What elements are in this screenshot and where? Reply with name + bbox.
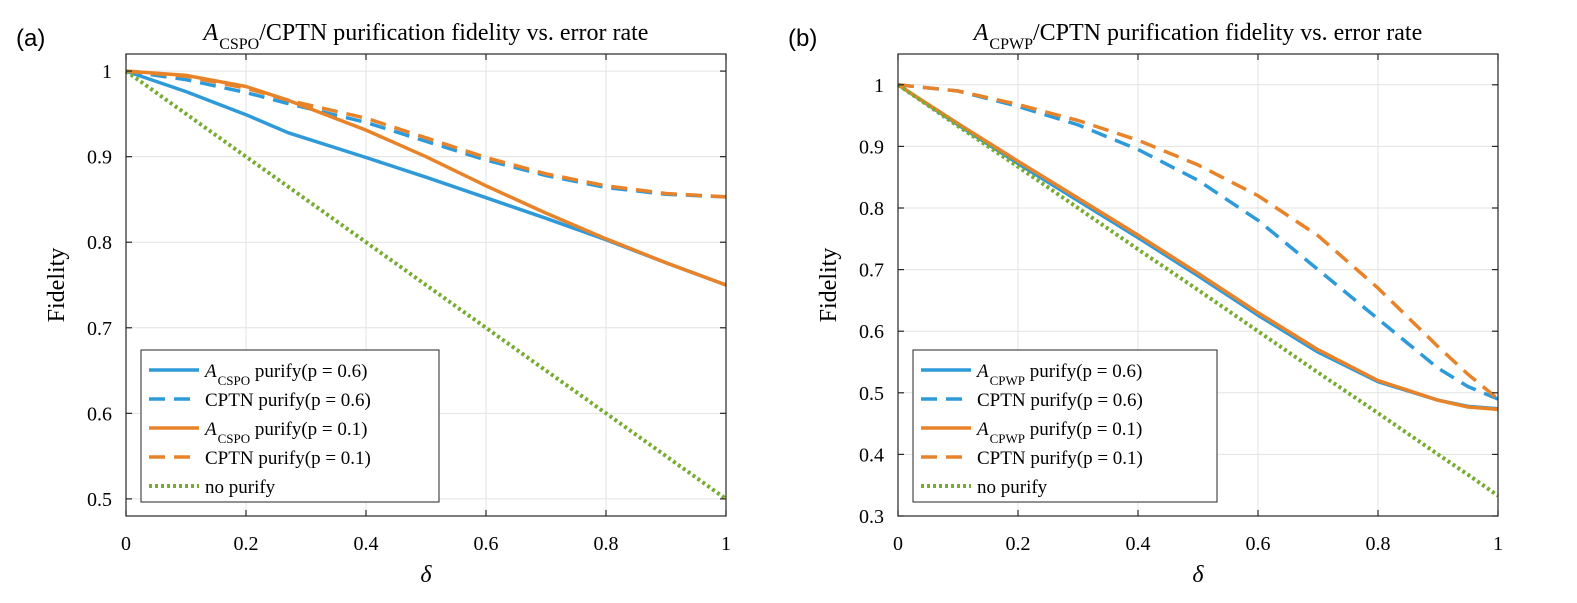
x-tick-label: 0.2 [1006, 533, 1031, 555]
y-tick-label: 0.5 [859, 383, 884, 405]
series-line-4 [125, 69, 727, 199]
legend-label-3: ACSPO purify(p = 0.1) [203, 419, 367, 446]
y-axis-label: Fidelity [44, 248, 70, 323]
legend-label-4: CPTN purify(p = 0.1) [205, 448, 371, 469]
series-line-4 [897, 83, 1500, 401]
y-tick-label: 1 [102, 61, 112, 83]
y-tick-label: 0.7 [859, 260, 884, 282]
text-span: /CPTN purification fidelity vs. error ra… [1033, 20, 1422, 46]
text-span: CPWP [990, 431, 1025, 446]
text-span: A [203, 361, 217, 382]
x-tick-label: 0.6 [474, 533, 499, 555]
legend: ACPWP purify(p = 0.6)CPTN purify(p = 0.6… [912, 349, 1218, 503]
x-tick-label: 0 [121, 533, 131, 555]
text-span: purify(p = 0.1) [250, 419, 367, 440]
y-tick-label: 0.9 [859, 136, 884, 158]
series-line-5 [896, 83, 1500, 498]
x-tick-label: 0.4 [1126, 533, 1151, 555]
chart-panel-b: (b) ACPWP/CPTN purification fidelity vs. … [788, 20, 1503, 588]
text-span: purify(p = 0.6) [1025, 361, 1142, 382]
text-span: A [975, 361, 989, 382]
x-tick-label: 0 [893, 533, 903, 555]
text-span: CPTN purify(p = 0.6) [205, 390, 371, 411]
axes-frame [125, 53, 727, 517]
y-tick-label: 0.6 [859, 321, 884, 343]
text-span: CPTN purify(p = 0.1) [205, 448, 371, 469]
text-span: no purify [205, 477, 276, 498]
chart-title: ACPWP/CPTN purification fidelity vs. err… [972, 20, 1422, 53]
y-tick-label: 0.5 [87, 489, 112, 511]
legend-label-3: ACPWP purify(p = 0.1) [975, 419, 1142, 446]
legend-label-1: ACPWP purify(p = 0.6) [975, 361, 1142, 388]
y-tick-label: 0.4 [859, 444, 884, 466]
x-tick-label: 0.8 [1366, 533, 1391, 555]
x-tick-label: 1 [721, 533, 731, 555]
x-tick-label: 0.6 [1246, 533, 1271, 555]
text-span: purify(p = 0.1) [1025, 419, 1142, 440]
text-span: /CPTN purification fidelity vs. error ra… [259, 20, 648, 46]
text-span: purify(p = 0.6) [250, 361, 367, 382]
text-span: A [202, 20, 219, 46]
series-line-5 [124, 69, 728, 501]
text-span: CSPO [218, 373, 251, 388]
text-span: CPTN purify(p = 0.1) [977, 448, 1143, 469]
text-span: CPWP [989, 36, 1033, 53]
y-tick-label: 0.3 [859, 506, 884, 528]
chart-panel-a: (a) ACSPO/CPTN purification fidelity vs. … [16, 20, 731, 588]
y-tick-label: 0.9 [87, 147, 112, 169]
text-span: CPTN purify(p = 0.6) [977, 390, 1143, 411]
chart-title: ACSPO/CPTN purification fidelity vs. err… [202, 20, 649, 53]
axes-frame [897, 53, 1499, 517]
text-span: A [972, 20, 989, 46]
y-tick-label: 0.6 [87, 403, 112, 425]
text-span: A [203, 419, 217, 440]
y-tick-label: 0.8 [859, 198, 884, 220]
series-line-3 [897, 83, 1499, 412]
legend: ACSPO purify(p = 0.6)CPTN purify(p = 0.6… [140, 349, 440, 503]
legend-label-4: CPTN purify(p = 0.1) [977, 448, 1143, 469]
text-span: CSPO [219, 36, 259, 53]
text-span: A [975, 419, 989, 440]
legend-label-5: no purify [977, 477, 1048, 498]
legend-label-2: CPTN purify(p = 0.6) [205, 390, 371, 411]
legend-label-1: ACSPO purify(p = 0.6) [203, 361, 367, 388]
text-span: CSPO [218, 431, 251, 446]
y-tick-label: 0.8 [87, 232, 112, 254]
text-span: no purify [977, 477, 1048, 498]
y-axis-label: Fidelity [816, 248, 842, 323]
x-axis-label: δ [420, 562, 432, 588]
y-tick-label: 1 [874, 75, 884, 97]
text-span: CPWP [990, 373, 1025, 388]
panel-label: (b) [788, 25, 817, 52]
legend-label-2: CPTN purify(p = 0.6) [977, 390, 1143, 411]
x-tick-label: 1 [1493, 533, 1503, 555]
y-tick-label: 0.7 [87, 318, 112, 340]
legend-box [912, 349, 1218, 503]
x-tick-label: 0.2 [234, 533, 259, 555]
legend-box [140, 349, 440, 503]
x-axis-label: δ [1192, 562, 1204, 588]
x-tick-label: 0.4 [354, 533, 379, 555]
panel-label: (a) [16, 25, 45, 52]
x-tick-label: 0.8 [594, 533, 619, 555]
legend-label-5: no purify [205, 477, 276, 498]
